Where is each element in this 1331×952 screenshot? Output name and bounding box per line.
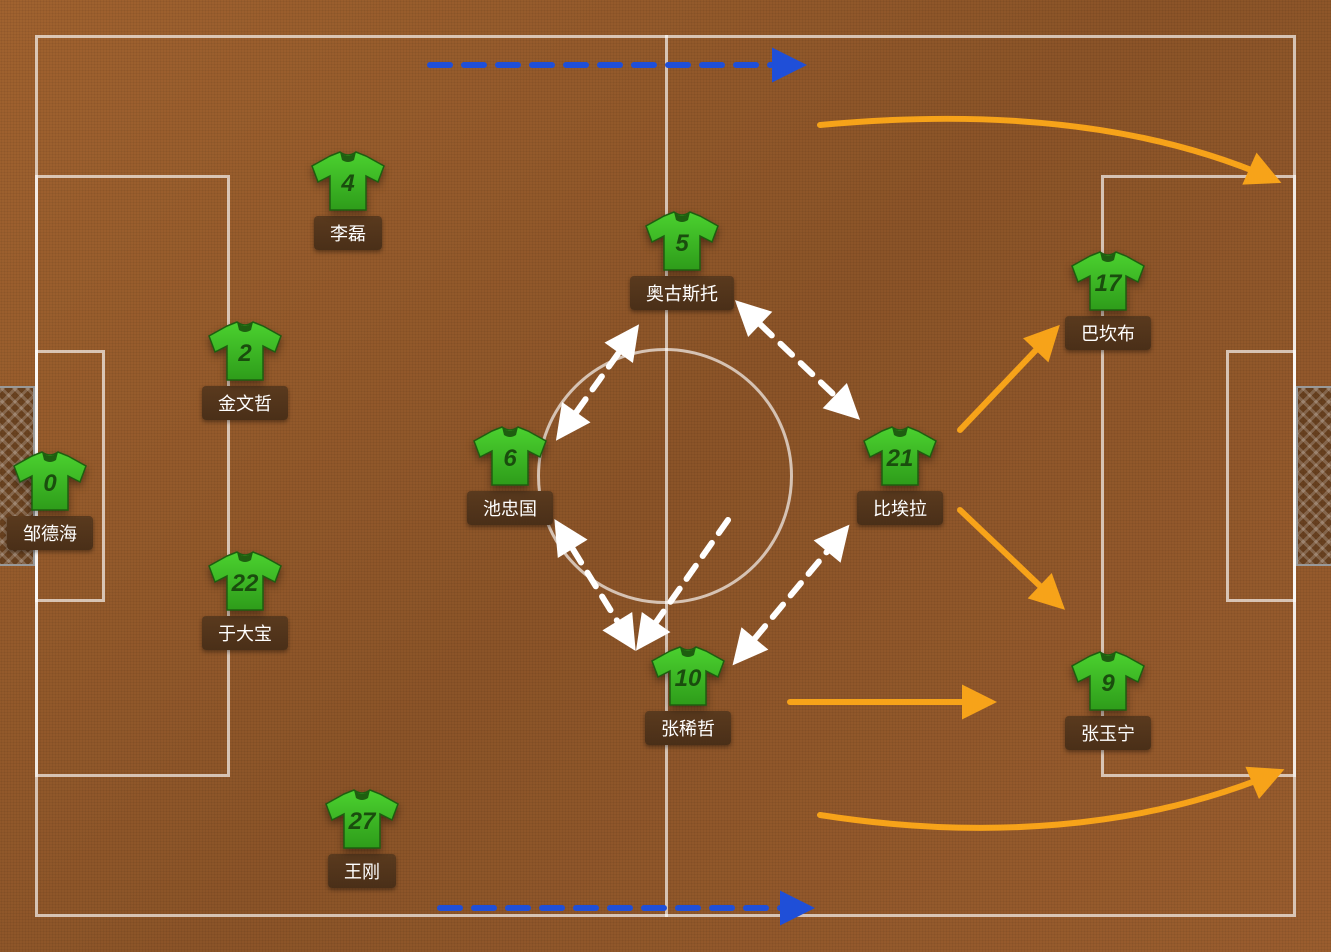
jersey-number: 10 — [675, 665, 702, 693]
jersey-number: 4 — [341, 170, 354, 198]
player-p9[interactable]: 9 张玉宁 — [1048, 650, 1168, 750]
player-name: 巴坎布 — [1065, 316, 1151, 350]
jersey-icon: 5 — [642, 210, 722, 272]
player-p2[interactable]: 2 金文哲 — [185, 320, 305, 420]
jersey-number: 27 — [349, 808, 376, 836]
player-name: 比埃拉 — [857, 491, 943, 525]
jersey-icon: 21 — [860, 425, 940, 487]
right-goal-net — [1296, 386, 1331, 566]
jersey-icon: 2 — [205, 320, 285, 382]
jersey-icon: 17 — [1068, 250, 1148, 312]
player-name: 张玉宁 — [1065, 716, 1151, 750]
player-name: 李磊 — [314, 216, 382, 250]
jersey-icon: 4 — [308, 150, 388, 212]
jersey-icon: 0 — [10, 450, 90, 512]
player-p21[interactable]: 21 比埃拉 — [840, 425, 960, 525]
jersey-number: 17 — [1095, 270, 1122, 298]
right-goal-box — [1226, 350, 1296, 602]
player-p27[interactable]: 27 王刚 — [302, 788, 422, 888]
jersey-number: 9 — [1101, 670, 1114, 698]
player-name: 邹德海 — [7, 516, 93, 550]
player-name: 王刚 — [328, 854, 396, 888]
player-name: 张稀哲 — [645, 711, 731, 745]
jersey-number: 0 — [43, 470, 56, 498]
player-p0[interactable]: 0 邹德海 — [0, 450, 110, 550]
jersey-icon: 10 — [648, 645, 728, 707]
player-name: 金文哲 — [202, 386, 288, 420]
jersey-number: 5 — [675, 230, 688, 258]
player-p10[interactable]: 10 张稀哲 — [628, 645, 748, 745]
jersey-icon: 22 — [205, 550, 285, 612]
player-p6[interactable]: 6 池忠国 — [450, 425, 570, 525]
player-name: 于大宝 — [202, 616, 288, 650]
player-p17[interactable]: 17 巴坎布 — [1048, 250, 1168, 350]
jersey-number: 22 — [232, 570, 259, 598]
jersey-icon: 27 — [322, 788, 402, 850]
player-name: 奥古斯托 — [630, 276, 734, 310]
player-p5[interactable]: 5 奥古斯托 — [622, 210, 742, 310]
player-p4[interactable]: 4 李磊 — [288, 150, 408, 250]
player-name: 池忠国 — [467, 491, 553, 525]
player-p22[interactable]: 22 于大宝 — [185, 550, 305, 650]
jersey-number: 6 — [503, 445, 516, 473]
jersey-number: 2 — [238, 340, 251, 368]
jersey-icon: 9 — [1068, 650, 1148, 712]
jersey-icon: 6 — [470, 425, 550, 487]
jersey-number: 21 — [887, 445, 914, 473]
center-circle — [537, 348, 793, 604]
